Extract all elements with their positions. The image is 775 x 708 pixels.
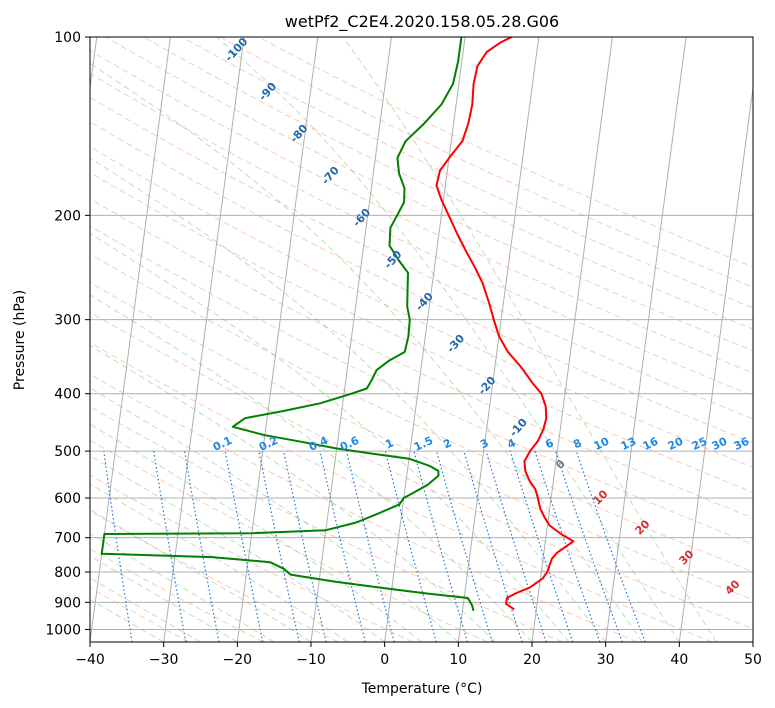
moist-adiabat	[90, 232, 570, 642]
dry-adiabat	[90, 439, 488, 642]
mixing-ratio-line	[319, 450, 366, 642]
mixing-ratio-line	[103, 451, 133, 642]
series-layer	[100, 37, 575, 612]
mixing-ratio-line	[463, 450, 523, 642]
x-tick-label: 50	[744, 652, 762, 668]
x-tick-label: −10	[296, 652, 326, 668]
dry-adiabat	[90, 225, 753, 546]
moist-adiabat	[90, 532, 275, 642]
dewpoint-profile-line	[100, 37, 475, 612]
mixing-ratio-line	[283, 450, 327, 642]
mixing-ratio-label: 13	[619, 435, 638, 453]
mixing-ratio-line	[534, 450, 601, 642]
dry-adiabat	[90, 253, 753, 573]
x-tick-label: 40	[670, 652, 688, 668]
mixing-ratio-line	[345, 450, 395, 642]
moist-adiabat	[90, 598, 164, 642]
y-tick-label: 700	[54, 531, 81, 547]
dry-adiabat	[105, 37, 753, 352]
y-tick-label: 100	[54, 30, 81, 46]
moist-adiabat	[90, 455, 385, 642]
y-tick-label: 900	[54, 595, 81, 611]
mixing-ratio-line	[258, 450, 300, 642]
moist-adiabat	[90, 344, 496, 642]
x-axis-label: Temperature (°C)	[361, 681, 483, 697]
isotherm-gridline	[236, 37, 319, 642]
mixing-ratio-label: 30	[710, 435, 730, 453]
moist-adiabat	[342, 37, 717, 642]
mixing-ratio-line	[224, 450, 264, 642]
moist-adiabat	[216, 37, 680, 642]
x-tick-label: −30	[149, 652, 179, 668]
y-tick-label: 500	[54, 444, 81, 460]
y-tick-label: 600	[54, 491, 81, 507]
moist-adiabat	[90, 294, 533, 642]
isotherm-gridline	[384, 37, 466, 642]
mixing-ratio-label: 36	[732, 435, 752, 453]
mixing-ratio-line	[384, 450, 437, 642]
dry-adiabat	[90, 373, 638, 642]
y-tick-label: 300	[54, 313, 81, 329]
moist-adiabat	[90, 157, 607, 642]
x-tick-label: 20	[523, 652, 541, 668]
y-axis: 100 200 300 400 500 600 700 800 900 1000	[45, 30, 90, 638]
x-tick-label: 0	[380, 652, 389, 668]
dry-adiabat	[90, 342, 712, 642]
moist-adiabat	[90, 555, 238, 642]
temperature-profile-line	[435, 37, 575, 611]
y-axis-label: Pressure (hPa)	[12, 290, 28, 390]
mixing-ratio-line	[485, 450, 547, 642]
isotherm-gridline	[605, 37, 687, 642]
mixing-ratio-label: 10	[592, 435, 612, 453]
moist-adiabat	[90, 577, 201, 642]
x-tick-label: −20	[223, 652, 253, 668]
x-tick-label: 10	[449, 652, 467, 668]
isotherm-gridline	[678, 83, 753, 642]
plot-frame	[89, 36, 754, 643]
dry-adiabat	[219, 37, 753, 288]
moist-adiabat	[90, 423, 422, 642]
dry-adiabat	[90, 548, 264, 642]
dry-adiabat	[90, 171, 753, 493]
mixing-ratio-label: 16	[641, 435, 661, 453]
dry-adiabat	[90, 121, 753, 444]
dry-adiabat	[90, 96, 753, 420]
moist-adiabat	[90, 387, 459, 642]
y-tick-label: 800	[54, 565, 81, 581]
y-tick-label: 1000	[45, 622, 81, 638]
x-axis: −40 −30 −20 −10 0 10 20 30 40 50	[75, 642, 762, 668]
mixing-ratio-line	[413, 450, 469, 642]
isotherm-gridline	[163, 37, 245, 642]
x-tick-label: 30	[597, 652, 615, 668]
y-tick-label: 200	[54, 208, 81, 224]
mixing-ratio-line	[509, 450, 574, 642]
isotherm-gridline	[457, 37, 540, 642]
dry-adiabat	[90, 198, 753, 519]
mixing-ratio-line	[575, 450, 646, 642]
dry-adiabat	[90, 281, 753, 601]
moist-adiabat	[90, 62, 643, 642]
mixing-ratio-line	[554, 450, 623, 642]
x-tick-label: −40	[75, 652, 105, 668]
dry-adiabat	[90, 510, 339, 642]
mixing-ratio-label: 20	[666, 435, 686, 453]
chart-title: wetPf2_C2E4.2020.158.05.28.G06	[285, 12, 559, 32]
mixing-ratio-label: 25	[690, 435, 709, 453]
mixing-ratio-line	[436, 450, 493, 642]
background-lines	[90, 37, 753, 642]
y-tick-label: 400	[54, 387, 81, 403]
